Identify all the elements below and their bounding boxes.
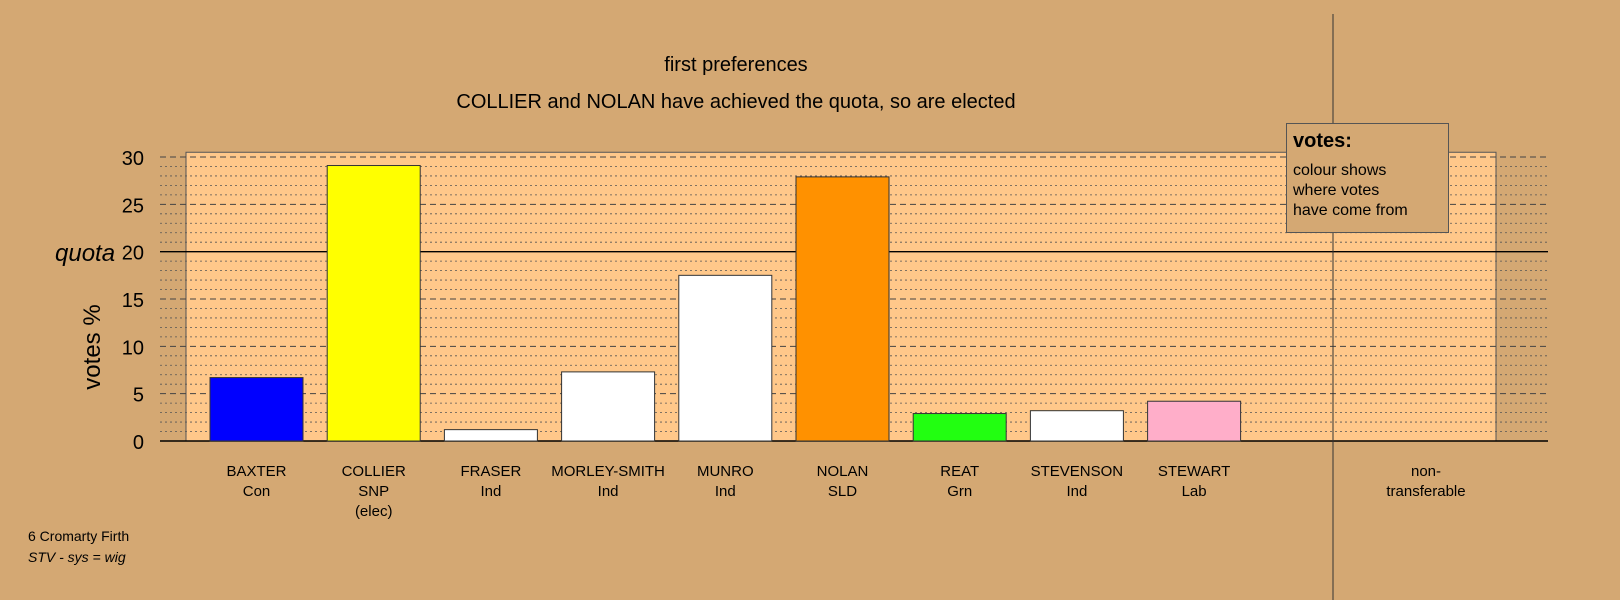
y-axis-label: votes % <box>79 304 106 389</box>
bar-fraser <box>443 429 538 442</box>
y-tick-label: 0 <box>133 432 144 454</box>
x-tick-note: (elec) <box>355 503 393 520</box>
y-tick-label: 10 <box>122 337 144 359</box>
x-tick-label: FRASER <box>460 463 521 480</box>
x-tick-label: STEWART <box>1158 463 1231 480</box>
bar-baxter <box>209 377 304 442</box>
x-tick-label: NOLAN <box>817 463 869 480</box>
footer-system: STV - sys = wig <box>28 549 126 565</box>
bar-reat <box>912 413 1007 442</box>
x-tick-label: REAT <box>940 463 979 480</box>
x-tick-party: SNP <box>358 483 389 500</box>
nontransferable-label: transferable <box>1386 483 1465 500</box>
legend-line: where votes <box>1293 182 1380 199</box>
legend-line: colour shows <box>1293 162 1387 179</box>
bar-collier <box>326 165 421 442</box>
chart-title: first preferences <box>664 54 807 76</box>
quota-label: quota <box>55 240 115 267</box>
labels-layer: 0 5 10 15 20 25 30 BAXTER Con COLLIER SNP (elec) FRA… <box>122 148 1466 520</box>
footer-constituency: 6 Cromarty Firth <box>28 528 130 544</box>
bar-stevenson <box>1029 410 1124 442</box>
x-tick-label: BAXTER <box>226 463 286 480</box>
bars-layer <box>209 165 1242 442</box>
x-tick-party: Lab <box>1182 483 1207 500</box>
y-tick-label: 15 <box>122 290 144 312</box>
y-tick-label: 5 <box>133 385 144 407</box>
bar-nolan <box>795 176 890 442</box>
x-tick-label: MORLEY-SMITH <box>551 463 665 480</box>
nontransferable-label: non- <box>1411 463 1441 480</box>
x-tick-party: Ind <box>598 483 619 500</box>
legend-title: votes: <box>1293 130 1352 152</box>
x-tick-party: Con <box>243 483 271 500</box>
y-tick-label: 20 <box>122 243 144 265</box>
x-tick-party: Ind <box>1066 483 1087 500</box>
x-tick-label: COLLIER <box>342 463 406 480</box>
y-tick-label: 25 <box>122 195 144 217</box>
x-tick-party: Ind <box>480 483 501 500</box>
legend-line: have come from <box>1293 202 1408 219</box>
bar-morley-smith <box>561 371 656 442</box>
y-tick-label: 30 <box>122 148 144 170</box>
chart-subtitle: COLLIER and NOLAN have achieved the quot… <box>456 91 1015 113</box>
x-tick-party: Grn <box>947 483 972 500</box>
x-tick-party: SLD <box>828 483 857 500</box>
legend: votes: colour shows where votes have com… <box>1286 123 1449 233</box>
bar-stewart <box>1147 400 1242 442</box>
x-tick-label: STEVENSON <box>1031 463 1124 480</box>
x-tick-party: Ind <box>715 483 736 500</box>
x-tick-label: MUNRO <box>697 463 754 480</box>
bar-munro <box>678 274 773 442</box>
